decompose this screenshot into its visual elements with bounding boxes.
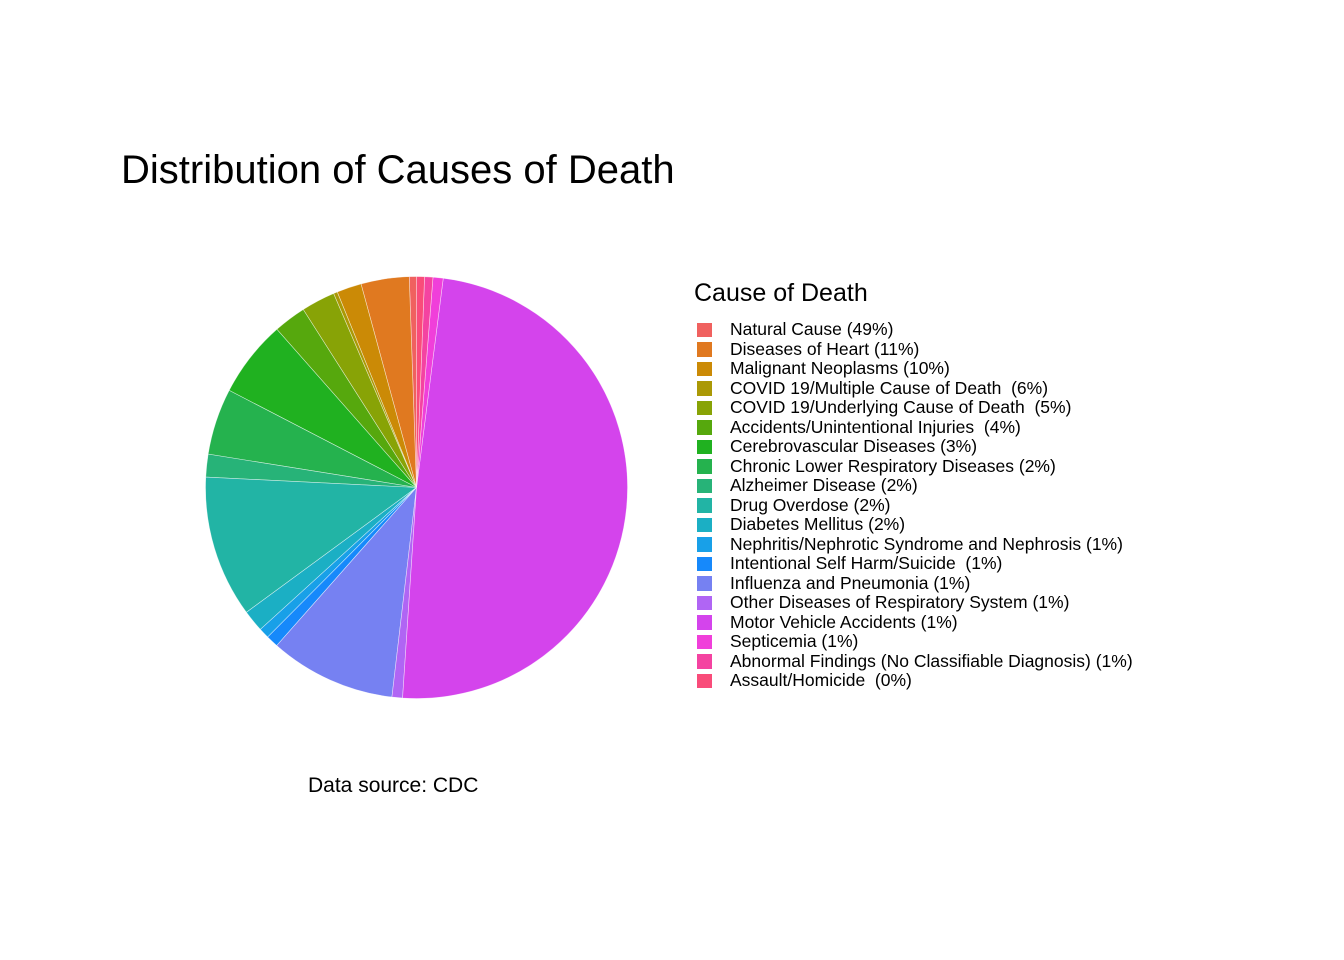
legend-item: Abnormal Findings (No Classifiable Diagn… [697,650,1133,672]
legend-swatch [697,498,712,513]
legend-label: Malignant Neoplasms (10%) [730,358,950,378]
legend-label: Influenza and Pneumonia (1%) [730,572,971,593]
pie-chart [205,276,628,699]
legend-label: Diseases of Heart (11%) [730,338,920,359]
legend-label: Chronic Lower Respiratory Diseases (2%) [730,455,1056,476]
pie-slice [416,276,425,488]
legend-item: Drug Overdose (2%) [697,494,1133,516]
legend-label: Alzheimer Disease (2%) [730,475,918,495]
legend-item: Accidents/Unintentional Injuries (4%) [697,416,1133,438]
pie-slice [276,486,417,698]
legend-item: Alzheimer Disease (2%) [697,475,1133,496]
legend-swatch [697,342,712,357]
legend-item: Nephritis/Nephrotic Syndrome and Nephros… [697,533,1133,555]
legend-item: Malignant Neoplasms (10%) [697,358,1133,379]
legend-item: Diabetes Mellitus (2%) [697,514,1133,535]
legend-label: Nephritis/Nephrotic Syndrome and Nephros… [730,533,1123,554]
legend-item: Cerebrovascular Diseases (3%) [697,436,1133,457]
legend-swatch [697,595,712,610]
legend-item: Assault/Homicide (0%) [697,670,1133,691]
legend-swatch [697,517,712,532]
legend-label: Accidents/Unintentional Injuries (4%) [730,416,1021,437]
legend-item: Other Diseases of Respiratory System (1%… [697,592,1133,613]
legend-swatch [697,459,712,474]
legend-label: Other Diseases of Respiratory System (1%… [730,592,1070,612]
legend-items: Natural Cause (49%) Diseases of Heart (11… [697,319,1133,691]
legend-swatch [697,556,712,571]
legend-swatch [697,381,712,396]
data-source-caption: Data source: CDC [308,774,479,797]
legend-swatch [697,654,712,669]
legend-label: Natural Cause (49%) [730,319,894,339]
legend-swatch [697,673,712,688]
legend-swatch [697,420,712,435]
legend-item: Chronic Lower Respiratory Diseases (2%) [697,455,1133,477]
legend-swatch [697,634,712,649]
legend-item: Septicemia (1%) [697,631,1133,652]
legend-label: Intentional Self Harm/Suicide (1%) [730,553,1003,573]
chart-title: Distribution of Causes of Death [121,148,675,192]
legend-item: Motor Vehicle Accidents (1%) [697,611,1133,633]
legend-item: Intentional Self Harm/Suicide (1%) [697,553,1133,574]
pie-slice [402,277,628,699]
legend: Cause of Death Natural Cause (49%) Diseas… [694,279,1314,690]
legend-swatch [697,537,712,552]
legend-label: Septicemia (1%) [730,631,859,651]
legend-label: Abnormal Findings (No Classifiable Diagn… [730,650,1133,671]
legend-label: Drug Overdose (2%) [730,494,891,515]
legend-title: Cause of Death [694,279,868,307]
legend-label: COVID 19/Underlying Cause of Death (5%) [730,397,1072,417]
legend-swatch [697,615,712,630]
legend-item: Influenza and Pneumonia (1%) [697,572,1133,594]
legend-swatch [697,400,712,415]
legend-label: COVID 19/Multiple Cause of Death (6%) [730,377,1049,398]
legend-item: Natural Cause (49%) [697,319,1133,340]
legend-item: Diseases of Heart (11%) [697,338,1133,360]
legend-item: COVID 19/Multiple Cause of Death (6%) [697,377,1133,399]
legend-swatch [697,439,712,454]
legend-swatch [697,361,712,376]
legend-label: Assault/Homicide (0%) [730,670,912,690]
legend-swatch [697,322,712,337]
legend-item: COVID 19/Underlying Cause of Death (5%) [697,397,1133,418]
legend-label: Diabetes Mellitus (2%) [730,514,906,534]
legend-swatch [697,478,712,493]
pie-slice [205,476,418,613]
legend-swatch [697,576,712,591]
legend-label: Cerebrovascular Diseases (3%) [730,436,978,456]
legend-label: Motor Vehicle Accidents (1%) [730,611,958,632]
